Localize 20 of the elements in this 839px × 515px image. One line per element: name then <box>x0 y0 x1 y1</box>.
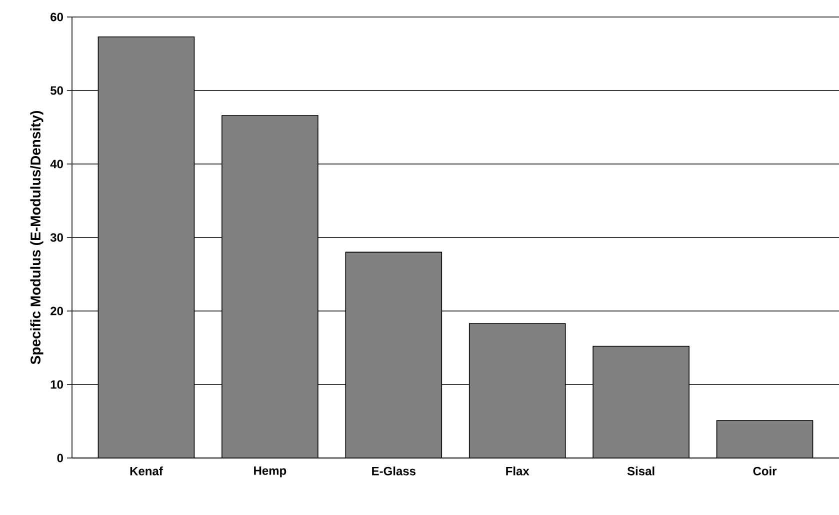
y-tick-label: 0 <box>57 454 63 462</box>
x-tick-label: Sisal <box>627 466 654 476</box>
bar <box>716 420 814 458</box>
x-tick-label: Kenaf <box>130 466 163 476</box>
y-tick-label: 60 <box>50 12 63 22</box>
x-tick-label: Hemp <box>254 466 286 478</box>
bar <box>468 323 566 458</box>
y-tick-label: 20 <box>50 306 63 316</box>
y-tick-label: 40 <box>50 160 63 168</box>
bar <box>592 346 690 458</box>
y-tick-label: 30 <box>50 233 63 242</box>
x-tick-label: E-Glass <box>372 466 416 476</box>
x-tick-label: Flax <box>506 466 530 476</box>
y-tick-label: 10 <box>50 380 63 389</box>
y-tick-label: 50 <box>50 86 63 95</box>
bar <box>222 115 318 458</box>
x-tick-label: Coir <box>753 466 777 476</box>
bar <box>98 36 195 458</box>
bar <box>345 252 442 458</box>
y-axis-title: Specific Modulus (E-Modulus/Density) <box>30 111 44 364</box>
